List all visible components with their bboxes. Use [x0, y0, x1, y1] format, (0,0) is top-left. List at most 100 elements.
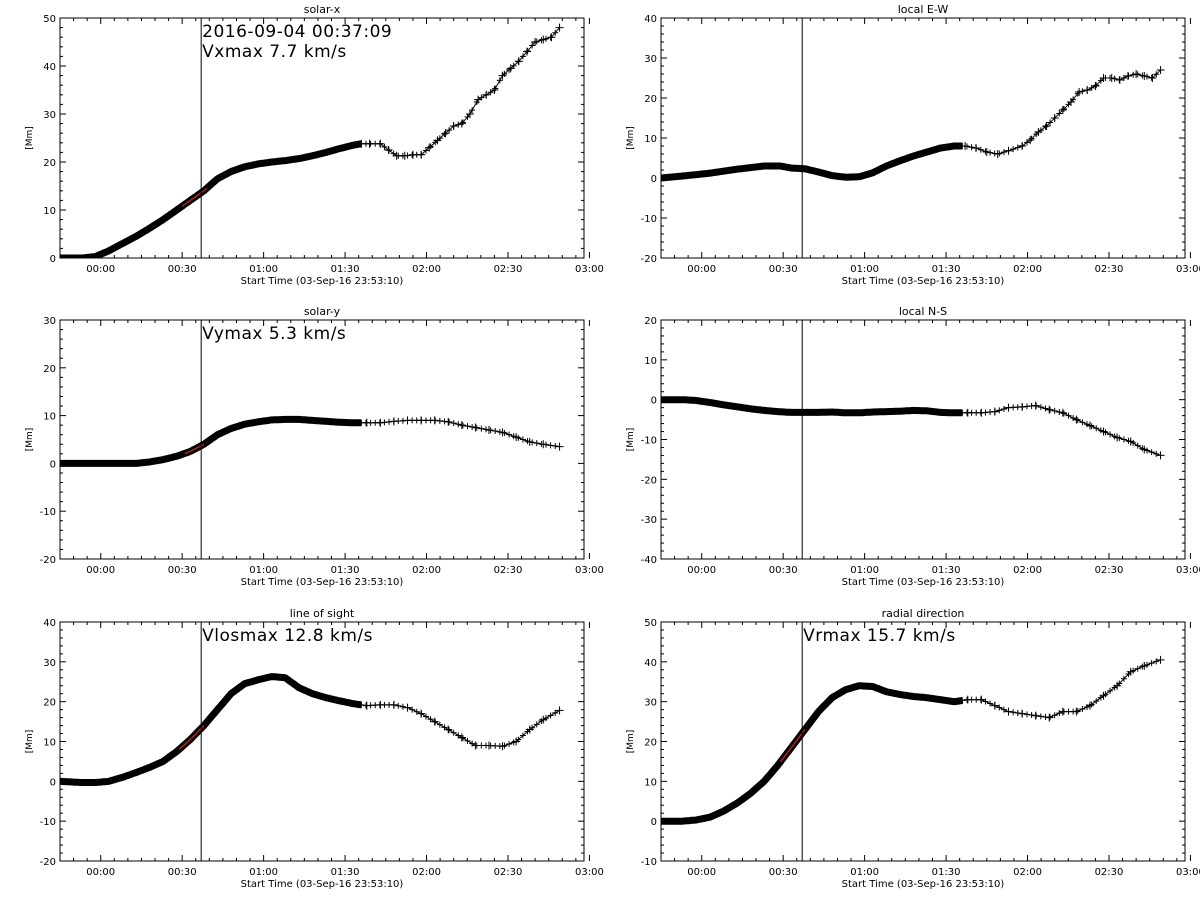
data-point-marker — [987, 700, 994, 707]
x-tick-label: 02:30 — [1095, 565, 1124, 576]
x-tick-label: 01:00 — [850, 565, 879, 576]
y-tick-label: -10 — [40, 817, 56, 828]
data-point-marker — [469, 740, 476, 747]
data-point-marker — [427, 716, 434, 723]
data-point-marker — [1065, 412, 1072, 419]
y-axis-label: [Mm] — [626, 730, 636, 754]
data-point-marker — [977, 146, 984, 153]
data-series-dense — [60, 673, 364, 786]
data-point-marker — [490, 86, 499, 94]
x-tick-label: 00:00 — [687, 867, 716, 878]
data-point-marker — [492, 428, 499, 435]
data-point-marker — [552, 443, 559, 450]
data-point-marker — [1139, 663, 1146, 670]
y-tick-label: 20 — [43, 698, 56, 709]
data-point-marker — [533, 721, 540, 728]
x-tick-label: 03:00 — [575, 867, 604, 878]
y-tick-label: 10 — [644, 356, 657, 367]
data-point-marker — [432, 139, 439, 146]
data-point-marker — [404, 152, 411, 159]
data-point-marker — [547, 442, 554, 449]
data-point-marker — [963, 143, 970, 150]
x-axis-label: Start Time (03-Sep-16 23:53:10) — [842, 879, 1005, 890]
y-tick-label: 30 — [43, 658, 56, 669]
fit-highlight — [779, 729, 806, 763]
x-tick-label: 01:30 — [932, 264, 961, 275]
data-point-marker — [1130, 439, 1137, 446]
plot-area — [661, 655, 1165, 825]
data-point-marker — [1083, 421, 1090, 428]
y-tick-label: 0 — [50, 777, 56, 788]
annotation-text: Vxmax 7.7 km/s — [202, 42, 347, 62]
data-point-marker — [1000, 149, 1007, 156]
data-series-line — [661, 659, 1161, 822]
x-tick-label: 01:00 — [249, 264, 278, 275]
y-tick-label: 20 — [644, 94, 657, 105]
panel-title: line of sight — [290, 607, 355, 620]
data-point-marker — [1000, 706, 1007, 713]
data-point-marker — [482, 91, 489, 98]
data-point-marker — [422, 713, 429, 720]
data-point-marker — [459, 735, 466, 742]
y-tick-label: 0 — [651, 817, 657, 828]
data-point-marker — [496, 428, 503, 435]
data-point-marker — [482, 426, 489, 433]
data-point-marker — [1000, 405, 1007, 412]
data-point-marker — [425, 143, 434, 152]
x-tick-label: 02:00 — [1013, 565, 1042, 576]
data-point-marker — [1010, 146, 1017, 153]
data-point-marker — [457, 119, 466, 128]
data-point-marker — [1107, 431, 1114, 438]
data-point-marker — [529, 439, 536, 446]
data-point-marker — [1088, 84, 1095, 91]
data-point-marker — [533, 440, 540, 447]
data-point-marker — [1037, 127, 1044, 134]
y-tick-label: 30 — [644, 54, 657, 65]
data-point-marker — [1148, 74, 1155, 81]
data-point-marker — [1102, 691, 1109, 698]
y-tick-label: -20 — [40, 857, 56, 868]
plot-area — [60, 23, 564, 258]
annotation-text: Vrmax 15.7 km/s — [803, 626, 956, 646]
y-tick-label: -10 — [641, 857, 657, 868]
data-point-marker — [959, 697, 966, 704]
data-point-marker — [1153, 658, 1160, 665]
data-point-marker — [1116, 76, 1123, 83]
data-point-marker — [1107, 75, 1114, 81]
data-point-marker — [386, 147, 393, 154]
data-point-marker — [496, 77, 503, 84]
x-tick-label: 01:30 — [932, 565, 961, 576]
data-point-marker — [1033, 131, 1040, 138]
data-point-marker — [1070, 708, 1077, 715]
panel-1: local E-W -20 -10 0 10 20 30 40 00:00 00:30 01:00 0… — [626, 3, 1200, 287]
data-point-marker — [1058, 106, 1067, 114]
data-point-marker — [381, 143, 388, 150]
y-tick-label: 10 — [43, 738, 56, 749]
y-tick-label: 10 — [644, 134, 657, 145]
data-point-marker — [547, 712, 554, 719]
data-point-marker — [1079, 705, 1086, 712]
data-point-marker — [1156, 655, 1165, 664]
data-point-marker — [1060, 410, 1067, 417]
data-point-marker — [524, 438, 531, 445]
panel-3: local N-S -40 -30 -20 -10 0 10 20 00:00 00:30 01:0… — [626, 305, 1200, 588]
data-point-marker — [501, 742, 508, 749]
panel-title: radial direction — [882, 607, 965, 620]
data-point-marker — [510, 433, 517, 440]
y-tick-label: 20 — [644, 738, 657, 749]
data-point-marker — [1116, 680, 1123, 687]
data-point-marker — [441, 418, 448, 425]
panel-4: line of sight -20 -10 0 10 20 30 40 00:00 00:30 01… — [25, 607, 604, 890]
y-tick-label: -30 — [641, 515, 657, 526]
x-axis-label: Start Time (03-Sep-16 23:53:10) — [842, 276, 1005, 287]
data-point-marker — [376, 140, 383, 147]
x-axis-label: Start Time (03-Sep-16 23:53:10) — [241, 577, 404, 588]
data-point-marker — [538, 440, 545, 447]
data-point-marker — [1139, 72, 1146, 79]
plot-frame — [660, 319, 1186, 560]
data-point-marker — [1153, 450, 1160, 457]
y-tick-label: -10 — [40, 507, 56, 518]
y-tick-label: -20 — [40, 555, 56, 566]
y-tick-label: 0 — [651, 174, 657, 185]
